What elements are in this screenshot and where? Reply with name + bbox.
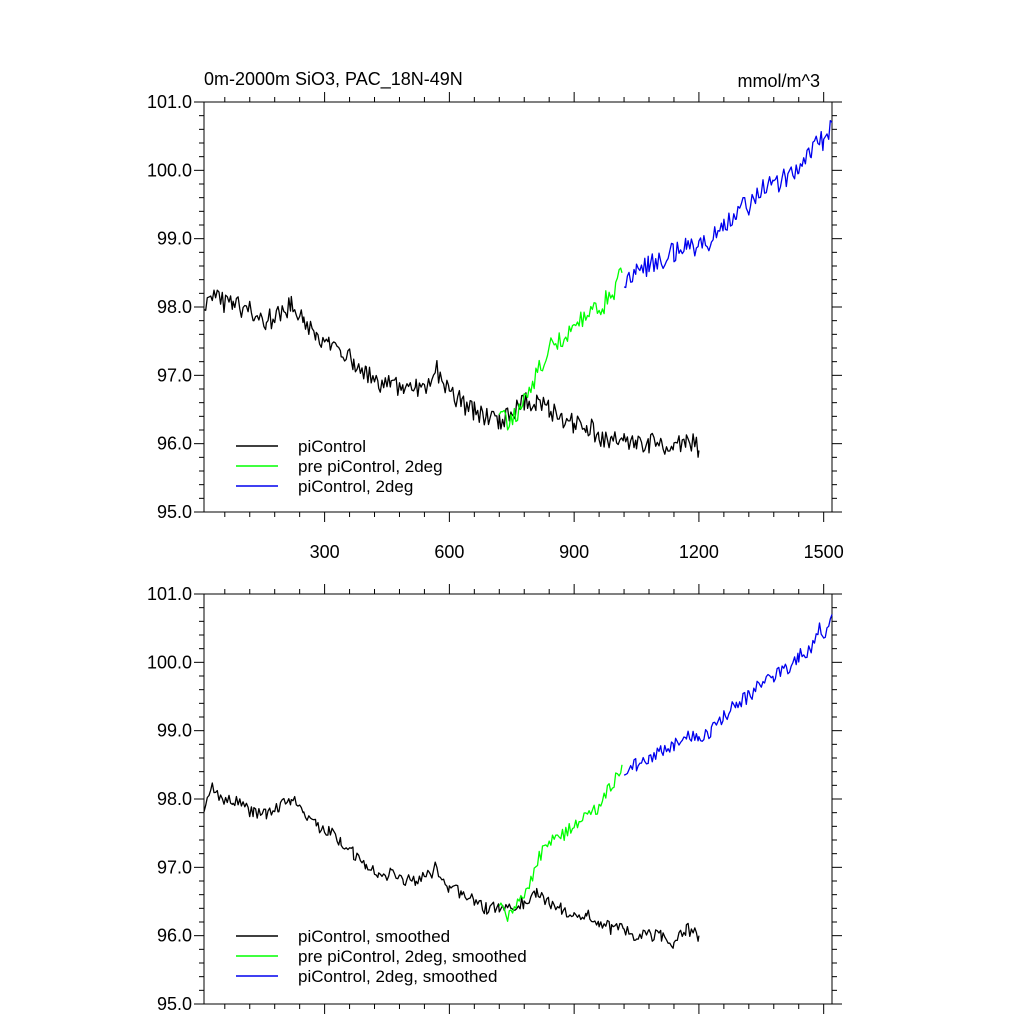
top-y-tick-label-96: 96.0 (157, 434, 192, 454)
top-y-tick-label-95: 95.0 (157, 502, 192, 522)
top-axes: 300 600 900 1200 1500 95.0 96.0 97.0 98.0 99.0 100… (147, 92, 844, 562)
bottom-legend-label-0: piControl, smoothed (298, 927, 450, 946)
chart-title: 0m-2000m SiO3, PAC_18N-49N (204, 69, 463, 90)
top-panel: 0m-2000m SiO3, PAC_18N-49N mmol/m^3 300 6… (147, 69, 844, 562)
bottom-axes: 95.0 96.0 97.0 98.0 99.0 100.0 101.0 (147, 584, 842, 1014)
top-y-tick-label-100: 100.0 (147, 160, 192, 180)
bottom-series-line-1 (498, 764, 623, 922)
top-y-tick-label-98: 98.0 (157, 297, 192, 317)
bottom-series-line-0 (203, 782, 700, 949)
bottom-panel: 95.0 96.0 97.0 98.0 99.0 100.0 101.0 piControl… (147, 584, 842, 1014)
top-series-line-1 (498, 267, 623, 431)
top-legend-label-0: piControl (298, 437, 366, 456)
top-x-tick-label-1500: 1500 (804, 542, 844, 562)
bottom-legend-label-1: pre piControl, 2deg, smoothed (298, 947, 527, 966)
bottom-y-tick-label-96: 96.0 (157, 926, 192, 946)
bottom-series-group (203, 614, 833, 949)
bottom-y-tick-label-98: 98.0 (157, 789, 192, 809)
top-x-tick-label-600: 600 (434, 542, 464, 562)
bottom-y-tick-label-101: 101.0 (147, 584, 192, 604)
bottom-series-line-2 (623, 614, 833, 776)
top-x-tick-label-300: 300 (310, 542, 340, 562)
top-legend-label-2: piControl, 2deg (298, 477, 413, 496)
top-series-line-2 (623, 119, 833, 289)
bottom-y-tick-label-99: 99.0 (157, 721, 192, 741)
top-y-tick-label-101: 101.0 (147, 92, 192, 112)
bottom-legend-label-2: piControl, 2deg, smoothed (298, 967, 497, 986)
top-series-line-0 (203, 289, 700, 458)
top-y-tick-label-97: 97.0 (157, 365, 192, 385)
bottom-y-tick-label-97: 97.0 (157, 857, 192, 877)
units-label: mmol/m^3 (738, 71, 820, 91)
bottom-y-tick-label-95: 95.0 (157, 994, 192, 1014)
top-x-tick-label-1200: 1200 (679, 542, 719, 562)
top-x-tick-label-900: 900 (559, 542, 589, 562)
bottom-y-tick-label-100: 100.0 (147, 652, 192, 672)
top-y-tick-label-99: 99.0 (157, 229, 192, 249)
top-legend-label-1: pre piControl, 2deg (298, 457, 443, 476)
top-series-group (203, 119, 833, 458)
